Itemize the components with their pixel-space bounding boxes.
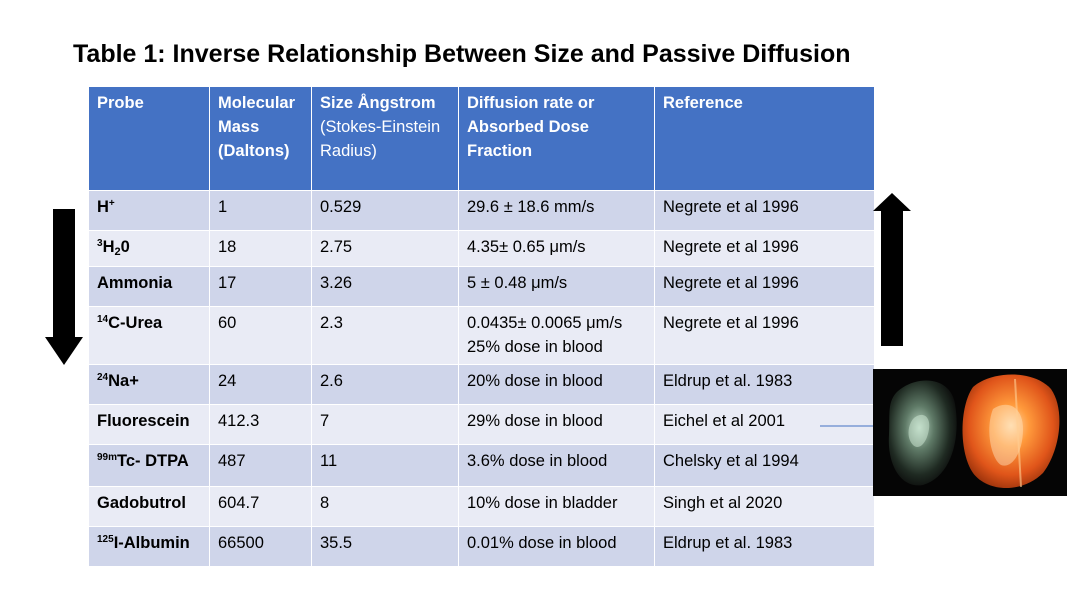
- orange-tissue: [962, 374, 1060, 488]
- probe-name: Na+: [108, 372, 139, 390]
- cell-mass: 487: [209, 444, 312, 487]
- probe-name: Gadobutrol: [97, 494, 186, 512]
- cell-size: 35.5: [311, 526, 459, 567]
- table-header-row: Probe Molecular Mass (Daltons) Size Ångs…: [88, 86, 875, 191]
- probe-charge: +: [108, 198, 115, 209]
- header-probe: Probe: [88, 86, 210, 191]
- table-row: 24Na+ 24 2.6 20% dose in blood Eldrup et al.…: [88, 364, 875, 405]
- table-row: Gadobutrol 604.7 8 10% dose in bladder Singh…: [88, 486, 875, 527]
- cell-rate: 29% dose in blood: [458, 404, 655, 445]
- cell-rate: 5 ± 0.48 μm/s: [458, 266, 655, 307]
- probe-name: C-Urea: [108, 314, 163, 332]
- cell-probe: Fluorescein: [88, 404, 210, 445]
- cell-mass: 60: [209, 306, 312, 365]
- cell-reference: Negrete et al 1996: [654, 306, 875, 365]
- cell-size: 8: [311, 486, 459, 527]
- probe-name: Ammonia: [97, 274, 173, 292]
- header-mass: Molecular Mass (Daltons): [209, 86, 312, 191]
- cell-probe: 24Na+: [88, 364, 210, 405]
- rate-line: 10% dose in bladder: [467, 494, 618, 512]
- data-table: Probe Molecular Mass (Daltons) Size Ångs…: [88, 86, 875, 567]
- cell-size: 2.3: [311, 306, 459, 365]
- probe-subscript: 2: [114, 246, 121, 258]
- header-size: Size Ångstrom (Stokes-Einstein Radius): [311, 86, 459, 191]
- probe-suffix: 0: [120, 238, 130, 256]
- header-size-sub: (Stokes-Einstein Radius): [320, 118, 441, 160]
- cell-size: 2.75: [311, 230, 459, 267]
- cell-reference: Singh et al 2020: [654, 486, 875, 527]
- cell-probe: 14C-Urea: [88, 306, 210, 365]
- cell-probe: H+: [88, 190, 210, 231]
- probe-isotope: 24: [97, 372, 109, 383]
- cell-rate: 0.0435± 0.0065 μm/s 25% dose in blood: [458, 306, 655, 365]
- probe-isotope: 14: [97, 314, 109, 325]
- cell-reference: Negrete et al 1996: [654, 230, 875, 267]
- cell-rate: 3.6% dose in blood: [458, 444, 655, 487]
- probe-name: I-Albumin: [113, 534, 190, 552]
- cell-reference: Negrete et al 1996: [654, 266, 875, 307]
- cell-reference: Eldrup et al. 1983: [654, 526, 875, 567]
- probe-isotope: 3: [97, 238, 103, 249]
- cell-rate: 10% dose in bladder: [458, 486, 655, 527]
- cell-reference: Negrete et al 1996: [654, 190, 875, 231]
- rate-line: 0.01% dose in blood: [467, 534, 617, 552]
- probe-isotope: 125: [97, 534, 114, 545]
- rate-line: 5 ± 0.48 μm/s: [467, 274, 568, 292]
- cell-probe: Gadobutrol: [88, 486, 210, 527]
- table-row: 14C-Urea 60 2.3 0.0435± 0.0065 μm/s 25% dose…: [88, 306, 875, 365]
- cell-mass: 66500: [209, 526, 312, 567]
- header-size-main: Size Ångstrom: [320, 94, 436, 112]
- arrow-down-icon: [45, 209, 83, 365]
- rate-line: 0.0435± 0.0065 μm/s: [467, 314, 623, 332]
- probe-name: H: [102, 238, 115, 256]
- probe-name: H: [97, 198, 109, 216]
- cell-probe: 125I-Albumin: [88, 526, 210, 567]
- rate-line: 4.35± 0.65 μm/s: [467, 238, 586, 256]
- rate-line: 29% dose in blood: [467, 412, 603, 430]
- cell-mass: 412.3: [209, 404, 312, 445]
- table-row: 3H20 18 2.75 4.35± 0.65 μm/s Negrete et al 1…: [88, 230, 875, 267]
- rate-line-2: 25% dose in blood: [467, 338, 603, 356]
- header-reference: Reference: [654, 86, 875, 191]
- cell-probe: 3H20: [88, 230, 210, 267]
- tissue-photo: [873, 369, 1067, 496]
- table-row: H+ 1 0.529 29.6 ± 18.6 mm/s Negrete et al 19…: [88, 190, 875, 231]
- rate-line: 3.6% dose in blood: [467, 452, 608, 470]
- table-row: 125I-Albumin 66500 35.5 0.01% dose in blood…: [88, 526, 875, 567]
- cell-mass: 17: [209, 266, 312, 307]
- cell-rate: 20% dose in blood: [458, 364, 655, 405]
- cell-size: 0.529: [311, 190, 459, 231]
- probe-name: Tc- DTPA: [117, 452, 189, 470]
- probe-isotope: 99m: [97, 452, 118, 463]
- cell-reference: Chelsky et al 1994: [654, 444, 875, 487]
- cell-reference: Eldrup et al. 1983: [654, 364, 875, 405]
- cell-probe: Ammonia: [88, 266, 210, 307]
- arrow-up-icon: [873, 193, 911, 346]
- cell-size: 2.6: [311, 364, 459, 405]
- cell-size: 11: [311, 444, 459, 487]
- cell-size: 3.26: [311, 266, 459, 307]
- cell-rate: 4.35± 0.65 μm/s: [458, 230, 655, 267]
- cell-rate: 29.6 ± 18.6 mm/s: [458, 190, 655, 231]
- rate-line: 29.6 ± 18.6 mm/s: [467, 198, 595, 216]
- table-row: Ammonia 17 3.26 5 ± 0.48 μm/s Negrete et al …: [88, 266, 875, 307]
- header-rate: Diffusion rate or Absorbed Dose Fraction: [458, 86, 655, 191]
- table-row: 99mTc- DTPA 487 11 3.6% dose in blood Chelsk…: [88, 444, 875, 487]
- table-row: Fluorescein 412.3 7 29% dose in blood Eichel…: [88, 404, 875, 445]
- table-body: H+ 1 0.529 29.6 ± 18.6 mm/s Negrete et al 19…: [88, 190, 875, 567]
- cell-mass: 24: [209, 364, 312, 405]
- cell-probe: 99mTc- DTPA: [88, 444, 210, 487]
- cell-mass: 18: [209, 230, 312, 267]
- cell-reference: Eichel et al 2001: [654, 404, 875, 445]
- cell-mass: 1: [209, 190, 312, 231]
- rate-line: 20% dose in blood: [467, 372, 603, 390]
- pointer-line: [820, 425, 880, 427]
- page-title: Table 1: Inverse Relationship Between Si…: [73, 40, 851, 68]
- cell-rate: 0.01% dose in blood: [458, 526, 655, 567]
- cell-mass: 604.7: [209, 486, 312, 527]
- probe-name: Fluorescein: [97, 412, 190, 430]
- cell-size: 7: [311, 404, 459, 445]
